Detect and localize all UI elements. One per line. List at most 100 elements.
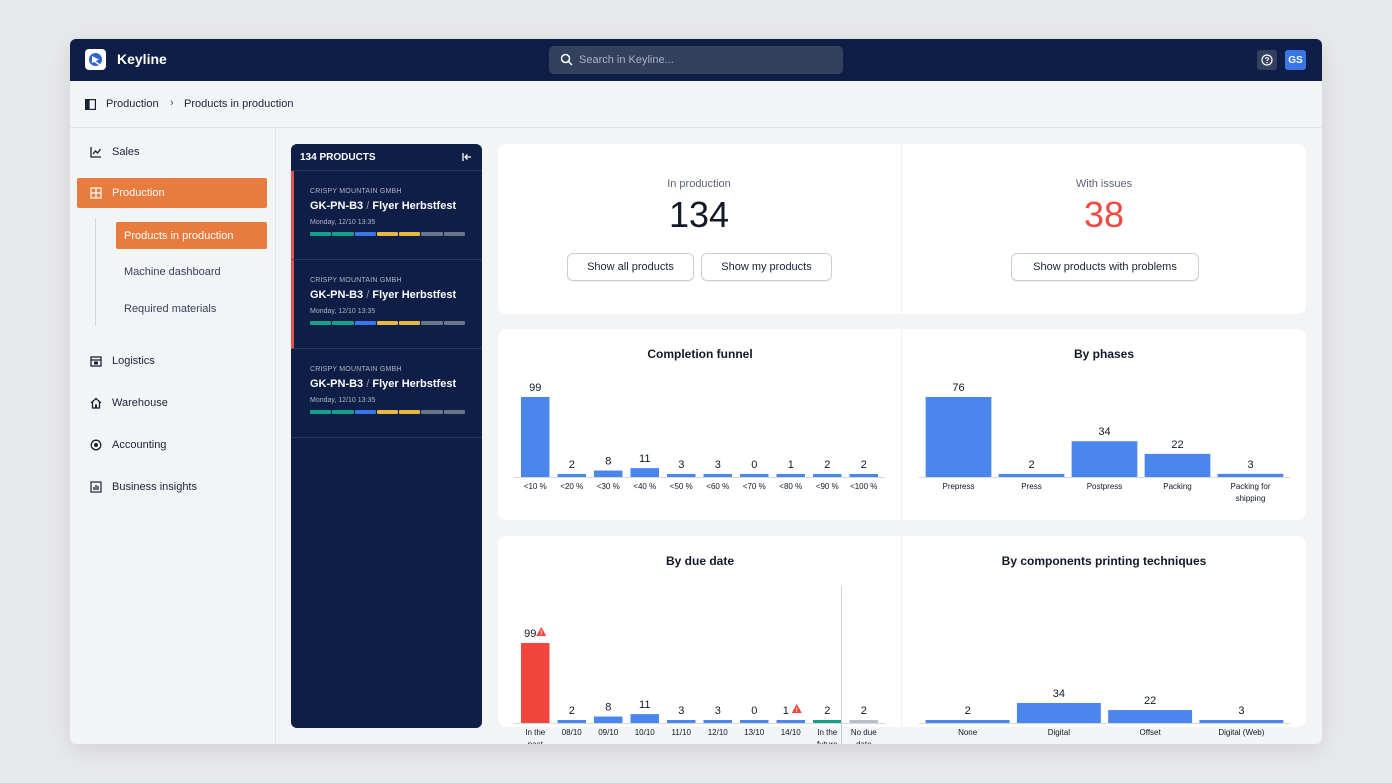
breadcrumb-item-production[interactable]: Production xyxy=(106,98,159,110)
tick-label: Offset xyxy=(1140,728,1162,737)
product-date: Monday, 12/10 13:35 xyxy=(310,397,376,404)
bar-digital-web[interactable] xyxy=(1199,720,1284,723)
product-card[interactable]: CRISPY MOUNTAIN GMBH GK-PN-B3 / Flyer He… xyxy=(291,171,482,260)
bar-40[interactable] xyxy=(630,468,659,477)
bar-no-due-date[interactable] xyxy=(849,720,878,723)
bar-100[interactable] xyxy=(849,474,878,477)
tick-label: shipping xyxy=(1236,494,1266,503)
product-name: Flyer Herbstfest xyxy=(372,200,457,212)
chevron-right-icon: › xyxy=(170,97,174,109)
product-name: Flyer Herbstfest xyxy=(372,289,457,301)
by-phases-chart: 76 Prepress 2 Press 34 Postpress 22 Packing 3 Pac… xyxy=(919,382,1290,503)
bar-12-10[interactable] xyxy=(703,720,732,723)
data-label: 3 xyxy=(1238,705,1244,717)
data-label: 2 xyxy=(1028,459,1034,471)
progress-segment xyxy=(310,321,332,325)
sidebar-subitem-required-materials[interactable]: Required materials xyxy=(124,302,217,315)
data-label: 2 xyxy=(569,705,575,717)
tick-label: No due xyxy=(851,728,877,737)
bar-11-10[interactable] xyxy=(667,720,696,723)
bar-14-10[interactable] xyxy=(776,720,805,723)
bar-10[interactable] xyxy=(521,397,550,477)
sidebar-item-business-insights[interactable]: Business insights xyxy=(77,472,267,502)
tick-label: <90 % xyxy=(816,482,839,491)
product-card[interactable]: CRISPY MOUNTAIN GMBH GK-PN-B3 / Flyer He… xyxy=(291,260,482,349)
sidebar-item-production[interactable]: Production xyxy=(77,178,267,208)
bar-09-10[interactable] xyxy=(594,716,623,723)
sidebar-toggle-icon[interactable] xyxy=(85,99,96,110)
bar-80[interactable] xyxy=(776,474,805,477)
data-label: 2 xyxy=(965,705,971,717)
bar-20[interactable] xyxy=(557,474,586,477)
warning-icon xyxy=(791,704,802,713)
show-all-products-button[interactable]: Show all products xyxy=(567,253,694,281)
tick-label: Postpress xyxy=(1087,482,1123,491)
bar-70[interactable] xyxy=(740,474,769,477)
bar-30[interactable] xyxy=(594,470,623,477)
bar-prepress[interactable] xyxy=(925,397,992,477)
sidebar-item-accounting[interactable]: Accounting xyxy=(77,430,267,460)
keyline-logo-icon[interactable] xyxy=(85,49,106,70)
data-label: 3 xyxy=(715,705,721,717)
bar-in-the-future[interactable] xyxy=(813,720,842,723)
progress-segment xyxy=(443,232,465,236)
bar-in-the-past[interactable] xyxy=(521,643,550,723)
tick-label: <40 % xyxy=(633,482,656,491)
bar-packing[interactable] xyxy=(1144,453,1211,477)
tick-label: 12/10 xyxy=(708,728,729,737)
product-progress-bar xyxy=(310,410,465,414)
product-card[interactable]: CRISPY MOUNTAIN GMBH GK-PN-B3 / Flyer He… xyxy=(291,349,482,438)
help-button[interactable] xyxy=(1257,50,1277,70)
tick-label: Packing xyxy=(1163,482,1191,491)
progress-segment xyxy=(354,321,376,325)
bar-60[interactable] xyxy=(703,474,732,477)
sidebar-item-logistics[interactable]: Logistics xyxy=(77,346,267,376)
chart-divider xyxy=(901,536,902,727)
kpi-card: In production 134 Show all products Show… xyxy=(498,144,1306,314)
show-products-with-problems-button[interactable]: Show products with problems xyxy=(1011,253,1199,281)
bar-press[interactable] xyxy=(998,474,1065,477)
bar-50[interactable] xyxy=(667,474,696,477)
product-company: CRISPY MOUNTAIN GMBH xyxy=(310,188,402,195)
data-label: 2 xyxy=(861,705,867,717)
completion-funnel-chart: 99 <10 % 2 <20 % 8 <30 % 11 <40 % 3 <50 % 3 <60 % 0 <… xyxy=(514,382,885,491)
progress-segment xyxy=(354,232,376,236)
tick-label: Digital xyxy=(1048,728,1070,737)
bar-none[interactable] xyxy=(925,720,1010,723)
by-due-date-chart: 99 ! In the past 2 08/10 8 09/10 11 10/10 3 11/10 3 1… xyxy=(514,586,885,744)
progress-segment xyxy=(399,232,421,236)
collapse-panel-icon[interactable] xyxy=(462,152,472,162)
data-label: 1 xyxy=(783,705,789,717)
product-code: GK-PN-B3 xyxy=(310,378,364,390)
bar-packing-for-shipping[interactable] xyxy=(1217,473,1284,477)
tick-label: Packing for xyxy=(1230,482,1270,491)
bar-90[interactable] xyxy=(813,474,842,477)
chart-title-by-due-date: By due date xyxy=(665,554,734,568)
data-label: 76 xyxy=(952,382,964,394)
bar-digital[interactable] xyxy=(1016,703,1101,723)
sidebar-subitem-products-in-production[interactable]: Products in production xyxy=(116,222,267,249)
data-label: 2 xyxy=(861,459,867,471)
bar-10-10[interactable] xyxy=(630,714,659,723)
tick-label: <70 % xyxy=(743,482,766,491)
data-label: 22 xyxy=(1171,439,1183,451)
progress-segment xyxy=(443,321,465,325)
sidebar-subitem-machine-dashboard[interactable]: Machine dashboard xyxy=(124,265,221,278)
sidebar-item-warehouse[interactable]: Warehouse xyxy=(77,388,267,418)
sidebar-item-label: Warehouse xyxy=(112,397,168,409)
user-avatar[interactable]: GS xyxy=(1285,50,1306,70)
bar-offset[interactable] xyxy=(1108,710,1193,723)
bar-08-10[interactable] xyxy=(557,720,586,723)
tick-label: <80 % xyxy=(779,482,802,491)
show-my-products-button[interactable]: Show my products xyxy=(701,253,832,281)
warning-icon-mark: ! xyxy=(540,631,542,637)
data-label: 2 xyxy=(824,705,830,717)
search-input[interactable] xyxy=(579,46,834,74)
bar-13-10[interactable] xyxy=(740,720,769,723)
search-box[interactable] xyxy=(549,46,843,74)
progress-segment xyxy=(376,232,399,236)
bar-chart-icon xyxy=(90,481,102,493)
chart-divider xyxy=(901,329,902,520)
sidebar-item-sales[interactable]: Sales xyxy=(77,137,267,167)
bar-postpress[interactable] xyxy=(1071,441,1138,477)
